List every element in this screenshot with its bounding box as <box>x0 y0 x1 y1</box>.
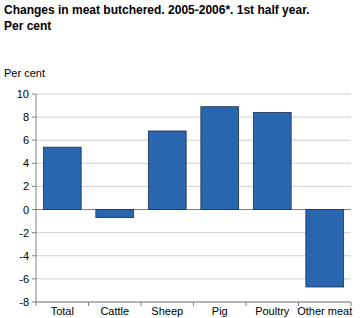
grid-line <box>36 278 351 279</box>
subtitle: Per cent <box>4 19 51 33</box>
y-tick <box>32 117 36 118</box>
y-tick-label: 10 <box>17 88 29 100</box>
bar <box>201 107 239 210</box>
grid-line <box>36 117 351 118</box>
y-tick <box>32 302 36 303</box>
bar <box>43 147 81 209</box>
y-tick <box>32 278 36 279</box>
grid-line <box>36 255 351 256</box>
grid-line <box>36 209 351 210</box>
x-tick-label: Total <box>51 305 74 317</box>
y-tick-label: 8 <box>23 111 29 123</box>
y-tick-label: 2 <box>23 180 29 192</box>
x-tick <box>193 302 194 306</box>
bar <box>148 131 186 210</box>
y-tick <box>32 209 36 210</box>
title: Changes in meat butchered. 2005-2006*. 1… <box>4 3 309 17</box>
x-tick <box>246 302 247 306</box>
bar <box>306 210 344 287</box>
y-tick <box>32 94 36 95</box>
grid-line <box>36 186 351 187</box>
grid-line <box>36 140 351 141</box>
chart: Changes in meat butchered. 2005-2006*. 1… <box>0 0 363 318</box>
x-tick-label: Cattle <box>100 305 129 317</box>
y-tick-label: -2 <box>19 227 29 239</box>
y-tick <box>32 255 36 256</box>
y-tick-label: -6 <box>19 273 29 285</box>
x-tick-label: Poultry <box>255 305 290 317</box>
grid-line <box>36 163 351 164</box>
y-axis-label: Per cent <box>4 67 45 79</box>
bar <box>253 112 291 209</box>
bars <box>43 107 343 287</box>
x-tick-label: Pig <box>212 305 228 317</box>
x-tick-label: Other meat <box>297 305 352 317</box>
y-axis <box>36 94 37 302</box>
x-tick-label: Sheep <box>151 305 183 317</box>
y-tick <box>32 186 36 187</box>
y-tick-label: 0 <box>23 204 29 216</box>
y-tick-label: -4 <box>19 250 29 262</box>
x-tick <box>88 302 89 306</box>
y-tick-label: 4 <box>23 157 29 169</box>
grid-line <box>36 94 351 95</box>
y-tick <box>32 232 36 233</box>
y-tick <box>32 140 36 141</box>
x-tick <box>36 302 37 306</box>
y-tick-label: -8 <box>19 296 29 308</box>
y-tick-label: 6 <box>23 134 29 146</box>
y-tick <box>32 163 36 164</box>
x-tick <box>141 302 142 306</box>
bar <box>96 210 134 218</box>
grid-line <box>36 232 351 233</box>
